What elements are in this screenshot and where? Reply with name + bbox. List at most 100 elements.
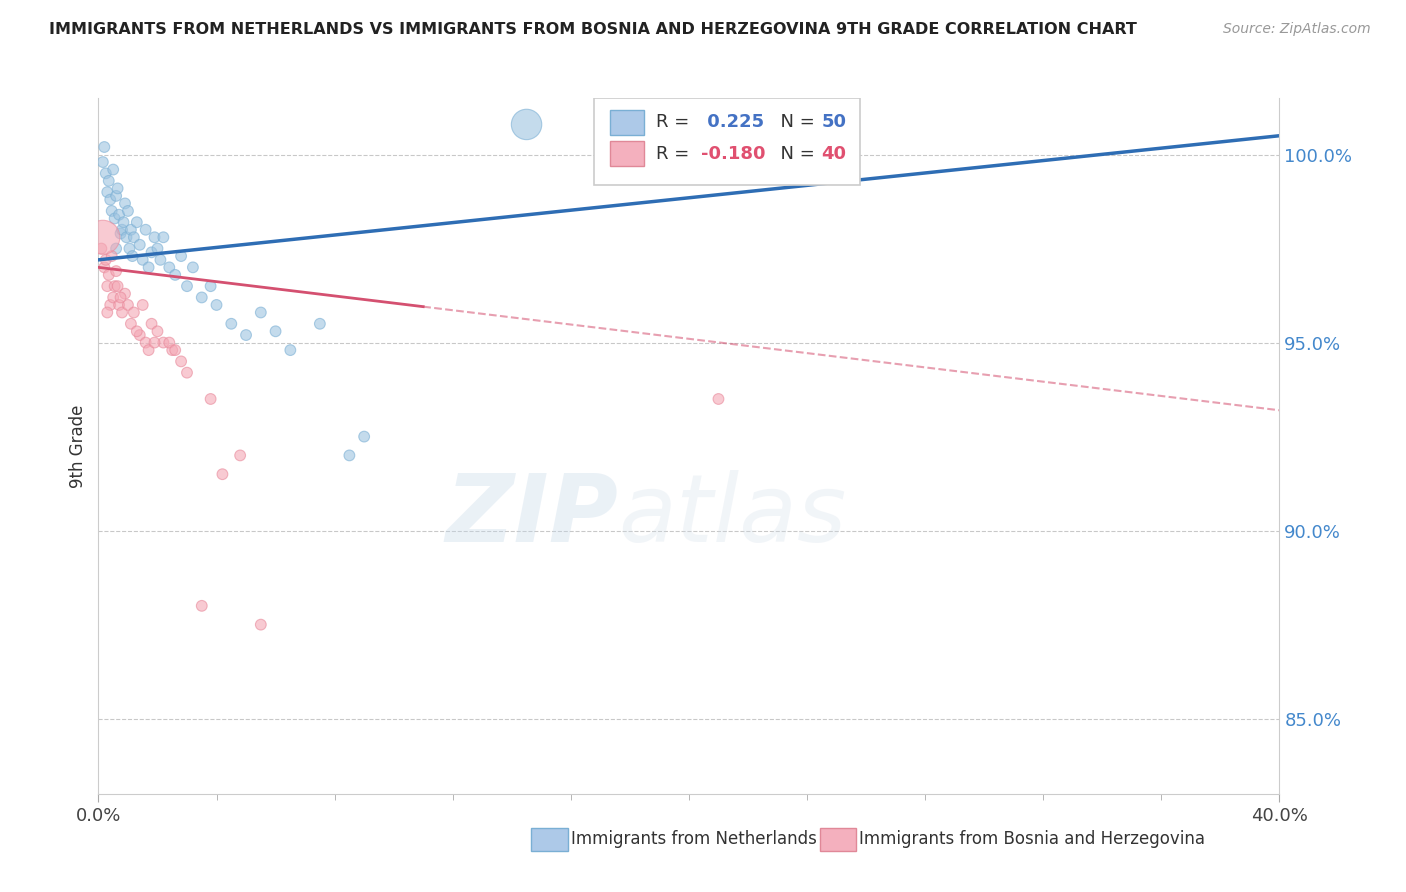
Point — [97, 268, 120, 282]
Point — [117, 298, 139, 312]
Point — [162, 343, 183, 357]
Point — [221, 317, 243, 331]
Point — [205, 298, 228, 312]
Point — [135, 335, 157, 350]
Point — [107, 279, 129, 293]
Point — [146, 242, 169, 256]
Point — [516, 118, 538, 132]
Point — [122, 230, 145, 244]
Point — [157, 260, 180, 275]
Point — [138, 260, 160, 275]
Point — [110, 227, 132, 241]
Point — [264, 324, 287, 338]
Point — [152, 230, 174, 244]
Point — [143, 230, 166, 244]
Point — [104, 279, 127, 293]
Point — [114, 196, 136, 211]
Point — [103, 162, 125, 177]
Point — [94, 252, 117, 267]
Point — [118, 242, 141, 256]
Point — [104, 211, 127, 226]
Point — [250, 305, 273, 319]
FancyBboxPatch shape — [610, 110, 644, 135]
Point — [128, 237, 150, 252]
Text: N =: N = — [769, 145, 821, 162]
Point — [105, 189, 128, 203]
Y-axis label: 9th Grade: 9th Grade — [69, 404, 87, 488]
Point — [120, 223, 142, 237]
Point — [280, 343, 302, 357]
Point — [121, 249, 143, 263]
Point — [93, 260, 115, 275]
Point — [105, 264, 128, 278]
Text: atlas: atlas — [619, 470, 846, 561]
Point — [105, 242, 128, 256]
Point — [200, 392, 222, 406]
Point — [128, 328, 150, 343]
Point — [132, 298, 155, 312]
Point — [93, 140, 115, 154]
Point — [96, 305, 118, 319]
Point — [91, 230, 114, 244]
Point — [100, 203, 122, 218]
Point — [117, 203, 139, 218]
Text: Immigrants from Bosnia and Herzegovina: Immigrants from Bosnia and Herzegovina — [859, 830, 1205, 848]
Point — [176, 366, 198, 380]
Point — [132, 252, 155, 267]
Point — [97, 174, 120, 188]
Text: ZIP: ZIP — [446, 469, 619, 562]
Point — [146, 324, 169, 338]
Point — [115, 230, 138, 244]
Point — [110, 290, 132, 304]
Point — [96, 185, 118, 199]
Point — [149, 252, 172, 267]
Point — [112, 215, 135, 229]
Text: R =: R = — [655, 145, 695, 162]
Text: 0.225: 0.225 — [700, 113, 763, 131]
Point — [229, 449, 252, 463]
Point — [191, 599, 214, 613]
Text: Immigrants from Netherlands: Immigrants from Netherlands — [571, 830, 817, 848]
Point — [138, 343, 160, 357]
Point — [339, 449, 361, 463]
Point — [107, 181, 129, 195]
Text: R =: R = — [655, 113, 695, 131]
Point — [94, 166, 117, 180]
Point — [98, 193, 121, 207]
Point — [309, 317, 332, 331]
Point — [165, 343, 187, 357]
Point — [111, 305, 134, 319]
Point — [114, 286, 136, 301]
Point — [235, 328, 257, 343]
Point — [125, 324, 148, 338]
Text: Source: ZipAtlas.com: Source: ZipAtlas.com — [1223, 22, 1371, 37]
Text: IMMIGRANTS FROM NETHERLANDS VS IMMIGRANTS FROM BOSNIA AND HERZEGOVINA 9TH GRADE : IMMIGRANTS FROM NETHERLANDS VS IMMIGRANT… — [49, 22, 1137, 37]
Point — [165, 268, 187, 282]
Point — [170, 249, 193, 263]
FancyBboxPatch shape — [595, 98, 860, 186]
Text: 40: 40 — [821, 145, 846, 162]
Point — [103, 290, 125, 304]
Text: N =: N = — [769, 113, 821, 131]
Point — [143, 335, 166, 350]
FancyBboxPatch shape — [610, 141, 644, 166]
Point — [211, 467, 233, 482]
Point — [108, 298, 131, 312]
Text: -0.180: -0.180 — [700, 145, 765, 162]
Point — [707, 392, 730, 406]
Point — [191, 290, 214, 304]
Point — [141, 245, 163, 260]
Point — [181, 260, 204, 275]
Point — [111, 223, 134, 237]
Point — [353, 429, 375, 443]
Point — [157, 335, 180, 350]
Point — [91, 155, 114, 169]
Point — [100, 249, 122, 263]
Point — [96, 279, 118, 293]
Point — [152, 335, 174, 350]
Point — [176, 279, 198, 293]
Point — [108, 208, 131, 222]
Point — [141, 317, 163, 331]
Point — [125, 215, 148, 229]
Point — [122, 305, 145, 319]
